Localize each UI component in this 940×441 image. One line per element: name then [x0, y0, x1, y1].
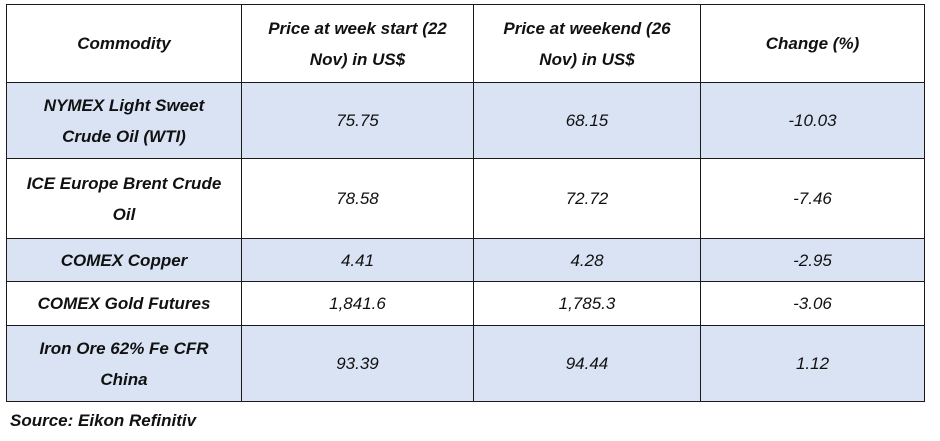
table-header-row: Commodity Price at week start (22 Nov) i…: [6, 4, 925, 83]
price-weekend: 4.28: [473, 238, 701, 282]
commodity-name: Iron Ore 62% Fe CFR China: [6, 325, 242, 402]
price-weekend: 72.72: [473, 158, 701, 239]
price-week-start: 1,841.6: [241, 281, 474, 326]
header-price-weekend: Price at weekend (26 Nov) in US$: [473, 4, 701, 83]
change-percent: -3.06: [700, 281, 925, 326]
table-row: NYMEX Light Sweet Crude Oil (WTI) 75.75 …: [6, 82, 925, 159]
header-price-week-start: Price at week start (22 Nov) in US$: [241, 4, 474, 83]
price-weekend: 94.44: [473, 325, 701, 402]
table-row: Iron Ore 62% Fe CFR China 93.39 94.44 1.…: [6, 325, 925, 402]
source-note: Source: Eikon Refinitiv: [10, 411, 197, 430]
change-percent: -2.95: [700, 238, 925, 282]
change-percent: 1.12: [700, 325, 925, 402]
commodity-name: COMEX Gold Futures: [6, 281, 242, 326]
commodity-name: COMEX Copper: [6, 238, 242, 282]
price-weekend: 68.15: [473, 82, 701, 159]
table-row: COMEX Gold Futures 1,841.6 1,785.3 -3.06: [6, 281, 925, 326]
table-row: COMEX Copper 4.41 4.28 -2.95: [6, 238, 925, 282]
change-percent: -7.46: [700, 158, 925, 239]
price-week-start: 75.75: [241, 82, 474, 159]
change-percent: -10.03: [700, 82, 925, 159]
price-week-start: 4.41: [241, 238, 474, 282]
commodity-name: NYMEX Light Sweet Crude Oil (WTI): [6, 82, 242, 159]
commodity-name: ICE Europe Brent Crude Oil: [6, 158, 242, 239]
commodity-table-container: Commodity Price at week start (22 Nov) i…: [6, 4, 925, 402]
header-commodity: Commodity: [6, 4, 242, 83]
table-row: ICE Europe Brent Crude Oil 78.58 72.72 -…: [6, 158, 925, 239]
price-week-start: 93.39: [241, 325, 474, 402]
price-week-start: 78.58: [241, 158, 474, 239]
header-change-percent: Change (%): [700, 4, 925, 83]
price-weekend: 1,785.3: [473, 281, 701, 326]
commodity-price-table: Commodity Price at week start (22 Nov) i…: [6, 4, 925, 402]
